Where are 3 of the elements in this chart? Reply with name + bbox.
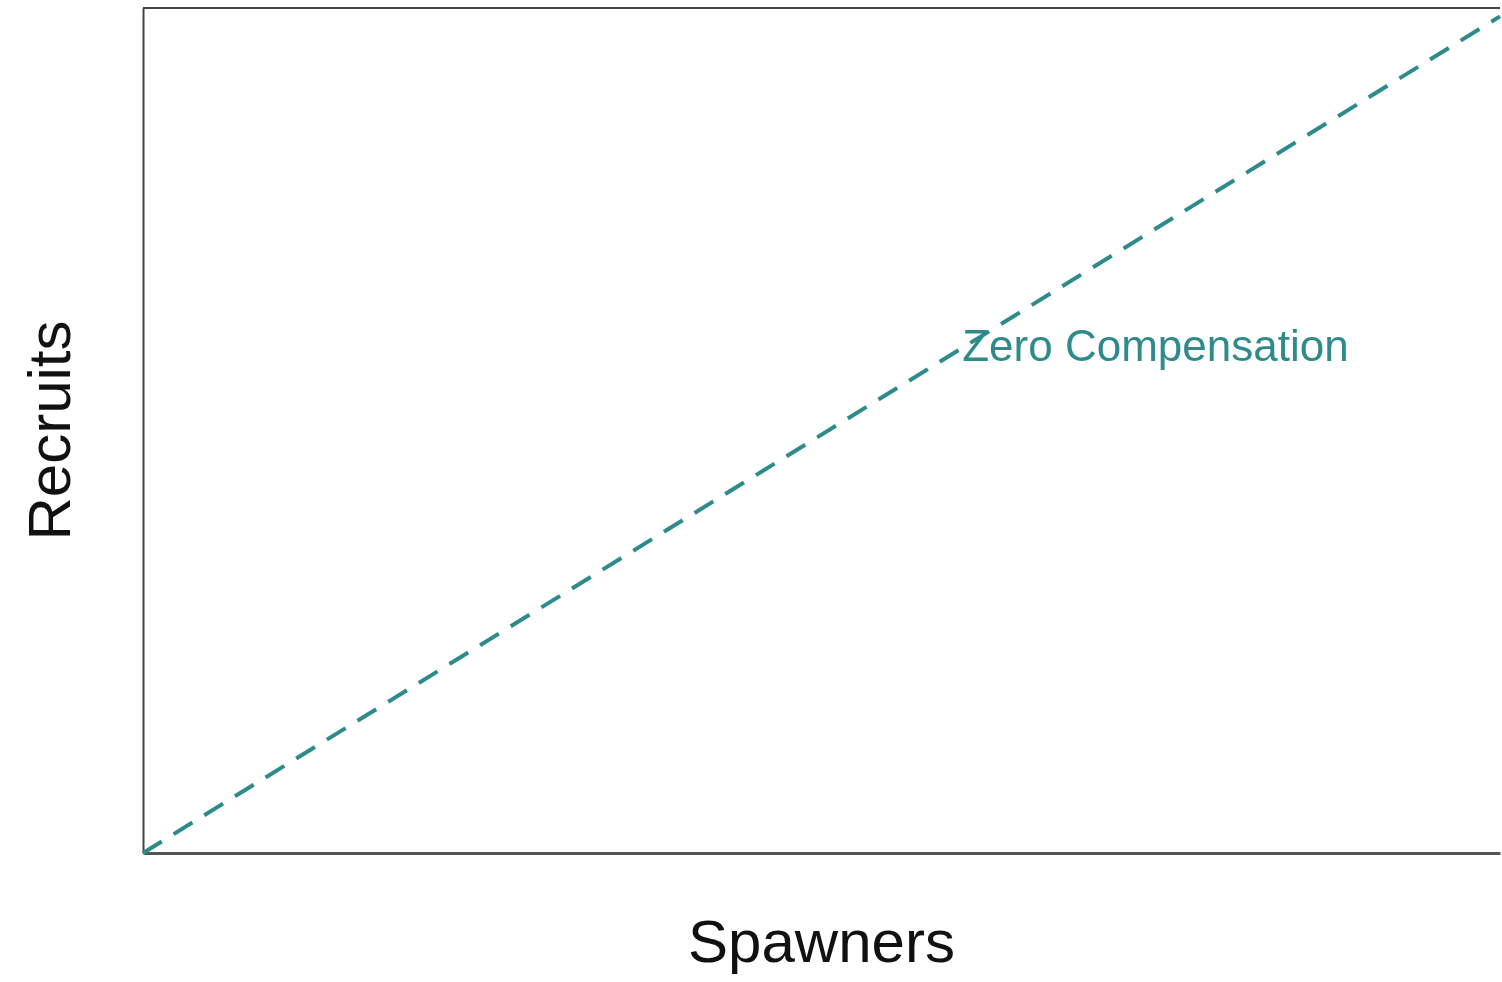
x-axis-title: Spawners (688, 908, 955, 975)
y-axis-title: Recruits (16, 320, 83, 541)
series-label: Zero Compensation (962, 321, 1349, 371)
